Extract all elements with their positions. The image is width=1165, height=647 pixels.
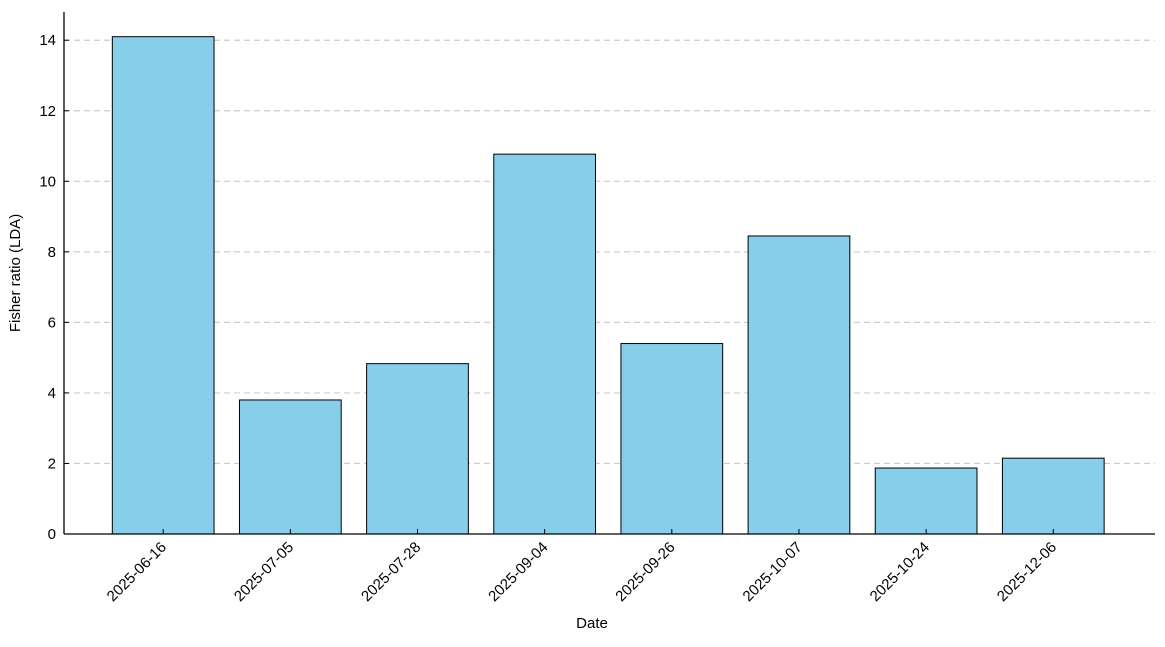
- bar: [620, 343, 724, 535]
- y-tick-label: 0: [48, 526, 56, 543]
- y-tick-label: 6: [48, 314, 56, 331]
- bar: [493, 153, 597, 535]
- bar: [747, 235, 851, 535]
- bar: [111, 36, 215, 535]
- y-axis-label: Fisher ratio (LDA): [7, 214, 24, 332]
- y-tick-label: 8: [48, 244, 56, 261]
- x-tick-label: 2025-09-04: [485, 539, 551, 605]
- x-tick-label: 2025-07-28: [358, 539, 424, 605]
- bar: [366, 363, 469, 535]
- x-tick-label: 2025-12-06: [994, 539, 1060, 605]
- x-tick-label: 2025-06-16: [104, 539, 170, 605]
- x-axis-label: Date: [576, 615, 608, 632]
- bar: [238, 399, 342, 535]
- y-tick-label: 14: [39, 32, 56, 49]
- y-tick-label: 10: [39, 173, 56, 190]
- x-tick-label: 2025-07-05: [231, 539, 297, 605]
- y-tick-label: 2: [48, 455, 56, 472]
- y-tick-label: 12: [39, 103, 56, 120]
- bar: [874, 467, 978, 535]
- bar: [1001, 457, 1105, 535]
- x-tick-label: 2025-09-26: [612, 539, 678, 605]
- x-tick-label: 2025-10-24: [867, 539, 933, 605]
- y-tick-label: 4: [48, 385, 56, 402]
- x-tick-label: 2025-10-07: [740, 539, 806, 605]
